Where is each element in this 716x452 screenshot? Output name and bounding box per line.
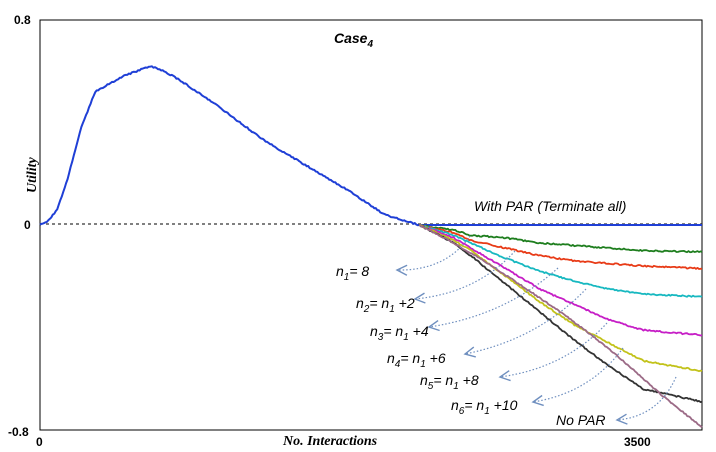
series-line-7 <box>418 224 703 429</box>
annotation-label-5: n6= n1 +10 <box>451 397 518 417</box>
annotation-arrow-5 <box>532 347 624 403</box>
annotation-arrow-1 <box>414 250 516 300</box>
x-axis-title: No. Interactions <box>282 434 378 449</box>
y-tick-bottom: -0.8 <box>8 425 29 439</box>
series-line-2 <box>418 223 703 270</box>
annotation-label-0: n1= 8 <box>336 263 369 283</box>
annotation-arrow-2 <box>428 267 559 328</box>
annotation-arrowhead-5 <box>531 394 544 407</box>
annotation-arrowhead-6 <box>615 413 628 425</box>
annotation-arrow-0 <box>396 235 471 271</box>
annotation-label-3: n4= n1 +6 <box>387 350 446 370</box>
annotation-arrowhead-2 <box>427 320 440 332</box>
series-line-1 <box>418 223 703 254</box>
series-layer <box>39 65 703 429</box>
annotation-arrow-4 <box>499 322 608 378</box>
annotation-label-4: n5= n1 +8 <box>420 372 479 392</box>
x-tick-zero: 0 <box>36 435 43 449</box>
y-axis-title: Utility <box>25 156 40 193</box>
annotation-label-2: n3= n1 +4 <box>370 323 429 343</box>
annotation-labels: n1= 8 n2= n1 +2 n3= n1 +4 n4= n1 +6n5= n1 +… <box>336 263 606 428</box>
chart-title-main: Case <box>334 30 368 46</box>
annotation-arrowhead-0 <box>395 264 408 276</box>
annotation-arrow-3 <box>464 288 587 355</box>
y-tick-zero: 0 <box>24 218 31 232</box>
annotation-arrowhead-3 <box>463 346 476 358</box>
series-line-0 <box>39 65 702 227</box>
annotation-arrowhead-1 <box>413 292 426 304</box>
x-tick-3500: 3500 <box>624 435 651 449</box>
chart-title: Case4 <box>334 30 373 50</box>
annotation-arrowhead-4 <box>498 370 511 382</box>
y-tick-top: 0.8 <box>14 13 31 27</box>
series-line-6 <box>418 224 703 403</box>
series-line-4 <box>419 223 703 337</box>
annotation-arrow-6 <box>616 376 677 421</box>
annotation-arrows <box>395 235 677 425</box>
series-line-5 <box>419 223 703 373</box>
series-line-3 <box>418 223 703 298</box>
annotation-label-6: No PAR <box>556 412 606 428</box>
annotation-label-1: n2= n1 +2 <box>356 295 415 315</box>
inline-label-with-par: With PAR (Terminate all) <box>474 198 626 214</box>
chart-title-subscript: 4 <box>366 39 373 50</box>
